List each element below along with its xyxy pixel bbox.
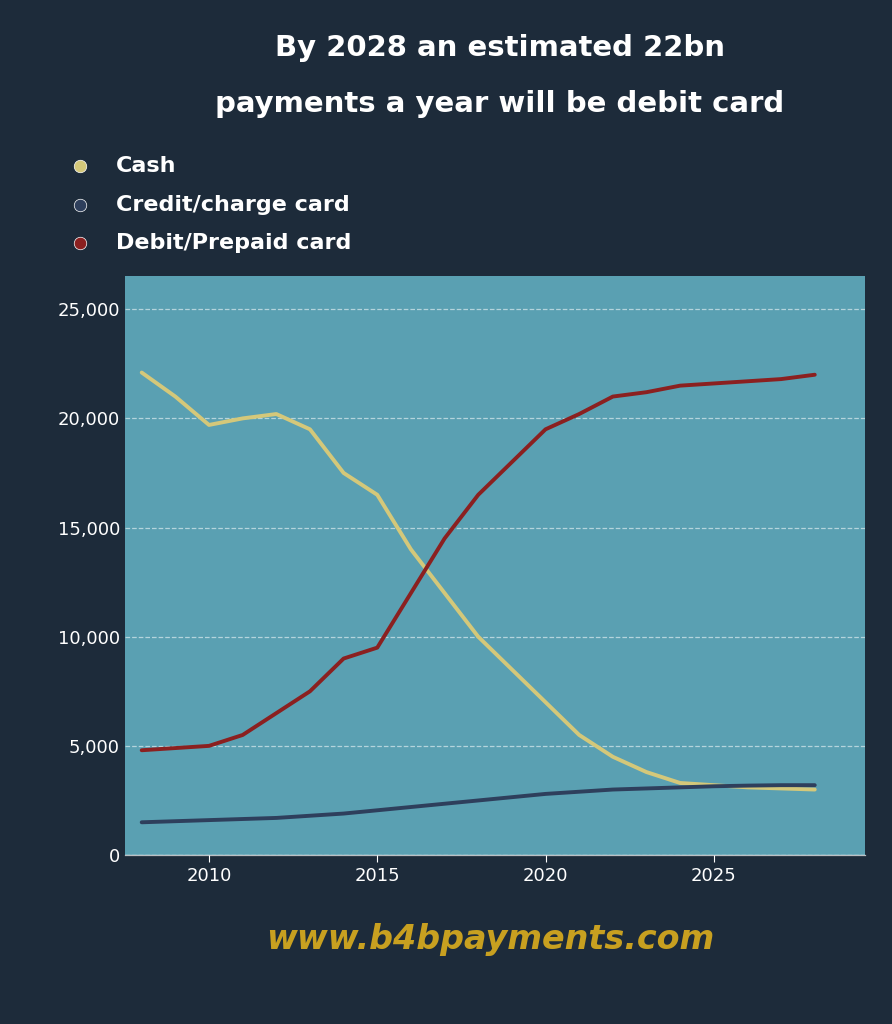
Text: www.b4bpayments.com: www.b4bpayments.com	[267, 923, 714, 956]
Text: payments a year will be debit card: payments a year will be debit card	[215, 90, 784, 118]
Text: Credit/charge card: Credit/charge card	[116, 195, 350, 215]
Text: By 2028 an estimated 22bn: By 2028 an estimated 22bn	[275, 35, 724, 62]
Text: Cash: Cash	[116, 157, 177, 176]
Text: Debit/Prepaid card: Debit/Prepaid card	[116, 233, 351, 253]
